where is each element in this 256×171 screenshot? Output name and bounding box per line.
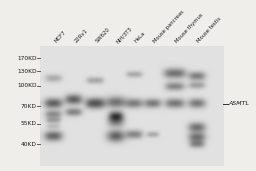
Text: Mouse testis: Mouse testis: [196, 16, 222, 44]
Text: Mouse thymus: Mouse thymus: [174, 12, 204, 44]
Text: 55KD: 55KD: [21, 121, 37, 127]
Text: NIH/3T3: NIH/3T3: [116, 25, 133, 44]
Text: MCF7: MCF7: [54, 30, 67, 44]
Text: 70KD: 70KD: [21, 103, 37, 109]
Text: 40KD: 40KD: [21, 142, 37, 147]
Text: 100KD: 100KD: [17, 83, 37, 88]
Text: 22Rv1: 22Rv1: [73, 28, 89, 44]
Text: 170KD: 170KD: [17, 56, 37, 61]
Text: 130KD: 130KD: [17, 69, 37, 74]
Text: ASMTL: ASMTL: [229, 101, 250, 106]
Text: HeLa: HeLa: [134, 31, 147, 44]
Text: Mouse pancreas: Mouse pancreas: [152, 9, 185, 44]
Text: SW620: SW620: [95, 27, 111, 44]
